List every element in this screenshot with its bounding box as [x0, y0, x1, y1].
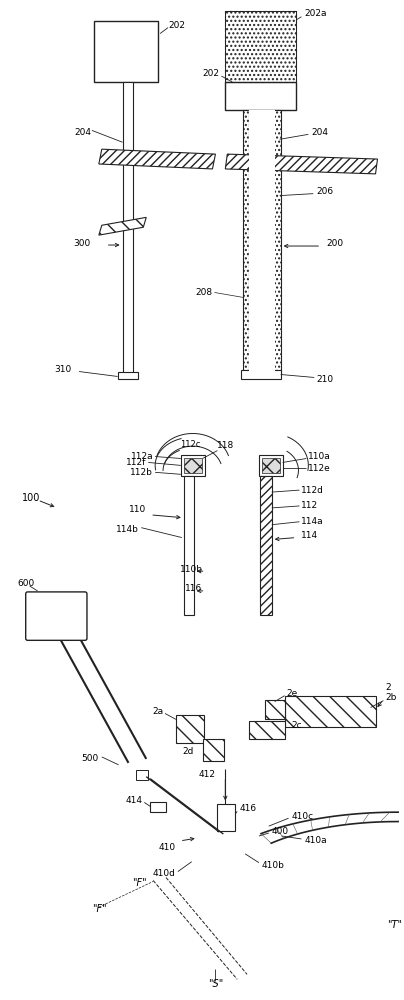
Text: "F": "F": [132, 878, 146, 888]
Bar: [243, 110, 281, 374]
Bar: [262, 458, 280, 473]
Text: 204: 204: [311, 128, 328, 137]
Bar: [260, 476, 272, 615]
Bar: [202, 739, 224, 761]
Text: 202a: 202a: [304, 9, 327, 18]
Text: 2b: 2b: [385, 693, 397, 702]
Text: 310: 310: [55, 365, 72, 374]
Text: 110b: 110b: [180, 565, 202, 574]
Polygon shape: [99, 149, 215, 169]
Bar: [122, 82, 133, 374]
Bar: [137, 770, 148, 780]
Text: 208: 208: [196, 288, 213, 297]
Text: 2e: 2e: [286, 689, 298, 698]
Text: 410: 410: [159, 843, 176, 852]
Text: 300: 300: [74, 239, 91, 248]
Text: 204: 204: [74, 128, 91, 137]
Text: 116: 116: [185, 584, 202, 593]
Text: 114: 114: [301, 531, 318, 540]
Text: 112a: 112a: [130, 452, 153, 461]
Text: 112f: 112f: [126, 458, 146, 467]
Text: 112c: 112c: [181, 440, 201, 449]
Text: 410d: 410d: [153, 869, 176, 878]
Text: 210: 210: [316, 375, 333, 384]
Bar: [265, 700, 284, 719]
Text: 416: 416: [239, 804, 256, 813]
Bar: [225, 82, 297, 110]
Bar: [184, 458, 202, 473]
Text: 110: 110: [129, 505, 146, 514]
Polygon shape: [99, 217, 146, 235]
Text: 112d: 112d: [301, 486, 324, 495]
Text: "S": "S": [208, 979, 223, 989]
Bar: [225, 11, 297, 82]
Text: 112e: 112e: [308, 464, 331, 473]
Text: 2a: 2a: [152, 707, 163, 716]
Bar: [241, 370, 281, 379]
Text: 600: 600: [18, 579, 35, 588]
Text: 2c: 2c: [292, 721, 302, 730]
Bar: [184, 476, 194, 615]
Text: 112: 112: [301, 501, 318, 510]
Text: 114a: 114a: [301, 517, 324, 526]
Bar: [259, 455, 283, 476]
Text: 412: 412: [198, 770, 215, 779]
Bar: [176, 715, 204, 743]
Text: 202: 202: [168, 21, 185, 30]
Bar: [249, 110, 275, 374]
Text: 500: 500: [82, 754, 99, 763]
Text: 2d: 2d: [182, 747, 194, 756]
Text: 400: 400: [272, 827, 289, 836]
Polygon shape: [225, 154, 377, 174]
Text: 200: 200: [326, 239, 343, 248]
Text: 100: 100: [22, 493, 40, 503]
Text: 410c: 410c: [292, 812, 314, 821]
Bar: [94, 21, 158, 82]
Bar: [225, 11, 297, 82]
Bar: [249, 721, 284, 739]
Bar: [217, 804, 235, 831]
Text: 414: 414: [125, 796, 142, 805]
Bar: [118, 372, 138, 379]
Bar: [181, 455, 204, 476]
Bar: [284, 696, 376, 727]
Text: 110a: 110a: [308, 452, 331, 461]
Text: 118: 118: [217, 441, 234, 450]
Text: 410b: 410b: [262, 861, 285, 870]
Text: 2: 2: [385, 683, 391, 692]
Text: 410a: 410a: [304, 836, 327, 845]
Text: 112b: 112b: [130, 468, 153, 477]
Text: 114b: 114b: [116, 525, 138, 534]
Bar: [150, 802, 166, 812]
Text: 206: 206: [316, 187, 333, 196]
Text: 202: 202: [202, 69, 219, 78]
FancyBboxPatch shape: [26, 592, 87, 640]
Text: "T": "T": [387, 920, 402, 930]
Text: "F": "F": [92, 904, 107, 914]
